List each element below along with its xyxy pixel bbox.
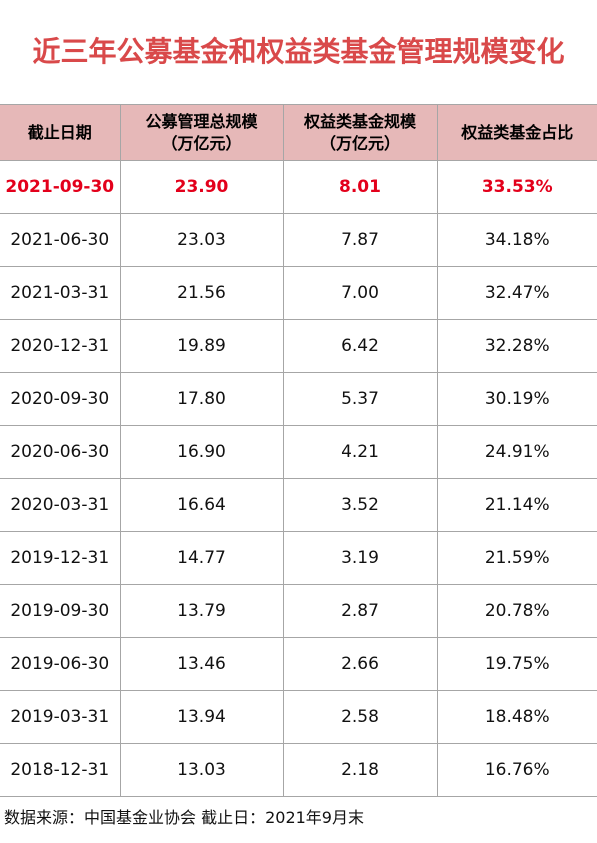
cell-equity-scale: 7.87 [282, 213, 438, 267]
cell-total-scale: 23.03 [119, 213, 284, 267]
header-date: 截止日期 [0, 104, 121, 161]
table-row: 2021-03-31 21.56 7.00 32.47% [0, 266, 597, 320]
cell-total-scale: 13.94 [119, 690, 284, 744]
cell-equity-scale: 8.01 [282, 160, 438, 214]
cell-equity-scale: 5.37 [282, 372, 438, 426]
cell-equity-ratio: 18.48% [436, 690, 597, 744]
table-row: 2021-06-30 23.03 7.87 34.18% [0, 213, 597, 267]
table-row: 2018-12-31 13.03 2.18 16.76% [0, 743, 597, 797]
cell-equity-scale: 3.19 [282, 531, 438, 585]
table-row: 2019-06-30 13.46 2.66 19.75% [0, 637, 597, 691]
cell-total-scale: 17.80 [119, 372, 284, 426]
table-row: 2020-03-31 16.64 3.52 21.14% [0, 478, 597, 532]
header-total-scale: 公募管理总规模 （万亿元） [119, 104, 284, 161]
cell-total-scale: 13.79 [119, 584, 284, 638]
cell-total-scale: 13.03 [119, 743, 284, 797]
cell-equity-ratio: 24.91% [436, 425, 597, 479]
cell-equity-scale: 2.66 [282, 637, 438, 691]
cell-total-scale: 13.46 [119, 637, 284, 691]
cell-equity-ratio: 33.53% [436, 160, 597, 214]
cell-equity-ratio: 21.59% [436, 531, 597, 585]
table-row: 2020-12-31 19.89 6.42 32.28% [0, 319, 597, 373]
table-row: 2019-09-30 13.79 2.87 20.78% [0, 584, 597, 638]
cell-date: 2020-12-31 [0, 319, 121, 373]
cell-equity-scale: 6.42 [282, 319, 438, 373]
cell-equity-scale: 7.00 [282, 266, 438, 320]
cell-equity-ratio: 30.19% [436, 372, 597, 426]
cell-equity-ratio: 32.47% [436, 266, 597, 320]
cell-equity-scale: 4.21 [282, 425, 438, 479]
table-header-row: 截止日期 公募管理总规模 （万亿元） 权益类基金规模 （万亿元） 权益类基金占比 [0, 104, 597, 161]
cell-date: 2020-06-30 [0, 425, 121, 479]
cell-total-scale: 19.89 [119, 319, 284, 373]
fund-scale-table: 截止日期 公募管理总规模 （万亿元） 权益类基金规模 （万亿元） 权益类基金占比… [0, 104, 597, 797]
cell-equity-ratio: 32.28% [436, 319, 597, 373]
table-row: 2019-03-31 13.94 2.58 18.48% [0, 690, 597, 744]
cell-equity-ratio: 34.18% [436, 213, 597, 267]
cell-total-scale: 23.90 [119, 160, 284, 214]
cell-date: 2019-12-31 [0, 531, 121, 585]
cell-equity-ratio: 16.76% [436, 743, 597, 797]
cell-total-scale: 16.90 [119, 425, 284, 479]
cell-date: 2019-06-30 [0, 637, 121, 691]
header-equity-ratio: 权益类基金占比 [436, 104, 597, 161]
cell-equity-ratio: 19.75% [436, 637, 597, 691]
cell-date: 2021-09-30 [0, 160, 121, 214]
cell-equity-scale: 2.18 [282, 743, 438, 797]
page-title: 近三年公募基金和权益类基金管理规模变化 [32, 35, 565, 68]
table-row: 2019-12-31 14.77 3.19 21.59% [0, 531, 597, 585]
table-body: 2021-09-30 23.90 8.01 33.53% 2021-06-30 23.03… [0, 160, 597, 797]
cell-total-scale: 21.56 [119, 266, 284, 320]
source-note: 数据来源：中国基金业协会 截止日：2021年9月末 [4, 808, 364, 827]
cell-equity-scale: 2.87 [282, 584, 438, 638]
cell-date: 2021-03-31 [0, 266, 121, 320]
cell-equity-ratio: 20.78% [436, 584, 597, 638]
cell-equity-scale: 2.58 [282, 690, 438, 744]
cell-date: 2020-03-31 [0, 478, 121, 532]
cell-total-scale: 14.77 [119, 531, 284, 585]
cell-date: 2018-12-31 [0, 743, 121, 797]
cell-equity-scale: 3.52 [282, 478, 438, 532]
table-row: 2020-09-30 17.80 5.37 30.19% [0, 372, 597, 426]
cell-date: 2019-03-31 [0, 690, 121, 744]
cell-date: 2021-06-30 [0, 213, 121, 267]
cell-equity-ratio: 21.14% [436, 478, 597, 532]
table-row: 2020-06-30 16.90 4.21 24.91% [0, 425, 597, 479]
cell-date: 2019-09-30 [0, 584, 121, 638]
table-row: 2021-09-30 23.90 8.01 33.53% [0, 160, 597, 214]
header-equity-scale: 权益类基金规模 （万亿元） [282, 104, 438, 161]
cell-date: 2020-09-30 [0, 372, 121, 426]
cell-total-scale: 16.64 [119, 478, 284, 532]
